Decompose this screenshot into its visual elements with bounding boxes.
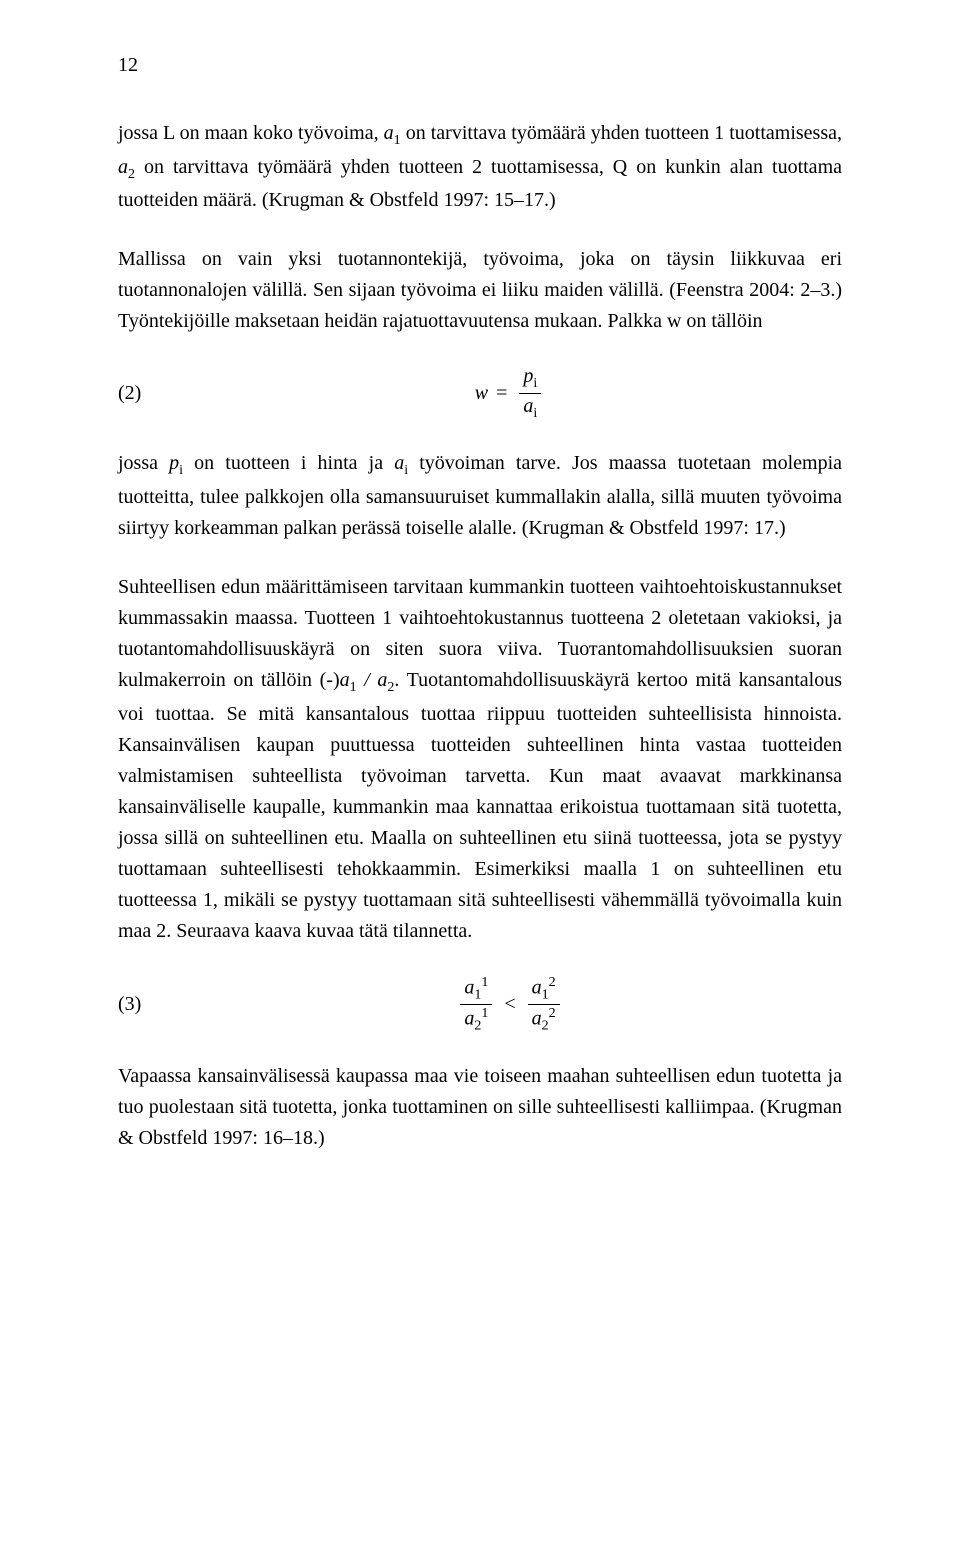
paragraph-5: Vapaassa kansainvälisessä kaupassa maa v… xyxy=(118,1061,842,1154)
var-a2: a2 xyxy=(118,156,135,178)
text: jossa xyxy=(118,452,169,474)
eq2-den: ai xyxy=(519,394,541,422)
eq2-fraction: pi ai xyxy=(519,365,541,422)
text: on tarvittava työmäärä yhden tuotteen 1 … xyxy=(401,122,842,144)
equation-label: (2) xyxy=(118,382,178,405)
paragraph-1: jossa L on maan koko työvoima, a1 on tar… xyxy=(118,118,842,216)
text: on tuotteen i hinta ja xyxy=(183,452,394,474)
text: on tarvittava työmäärä yhden tuotteen 2 … xyxy=(118,156,842,212)
var-ai: ai xyxy=(394,452,408,474)
equation-3: (3) a11 a21 < a12 a22 xyxy=(118,975,842,1035)
paragraph-4: Suhteellisen edun määrittämiseen tarvita… xyxy=(118,572,842,947)
eq3-left-num: a11 xyxy=(460,975,492,1006)
paragraph-2: Mallissa on vain yksi tuotannontekijä, t… xyxy=(118,244,842,337)
eq3-right-num: a12 xyxy=(528,975,560,1006)
equation-body: a11 a21 < a12 a22 xyxy=(178,975,842,1035)
var-a1: a1 xyxy=(384,122,401,144)
page-number: 12 xyxy=(118,54,138,77)
eq2-num: pi xyxy=(519,365,541,394)
equation-body: w = pi ai xyxy=(178,365,842,422)
page: 12 jossa L on maan koko työvoima, a1 on … xyxy=(0,0,960,1568)
eq3-left-den: a21 xyxy=(460,1005,492,1035)
var-pi: pi xyxy=(169,452,183,474)
eq3-left-fraction: a11 a21 xyxy=(460,975,492,1035)
var-a1-over-a2: a1 / a2 xyxy=(340,669,395,691)
equation-label: (3) xyxy=(118,993,178,1016)
equals-sign: = xyxy=(496,382,507,405)
eq2-lhs: w xyxy=(475,382,488,405)
equation-2: (2) w = pi ai xyxy=(118,365,842,422)
eq3-right-fraction: a12 a22 xyxy=(528,975,560,1035)
text: . Tuotantomahdollisuuskäyrä kertoo mitä … xyxy=(118,669,842,942)
eq3-right-den: a22 xyxy=(528,1005,560,1035)
text: jossa L on maan koko työvoima, xyxy=(118,122,384,144)
paragraph-3: jossa pi on tuotteen i hinta ja ai työvo… xyxy=(118,448,842,544)
less-than-sign: < xyxy=(504,993,515,1016)
